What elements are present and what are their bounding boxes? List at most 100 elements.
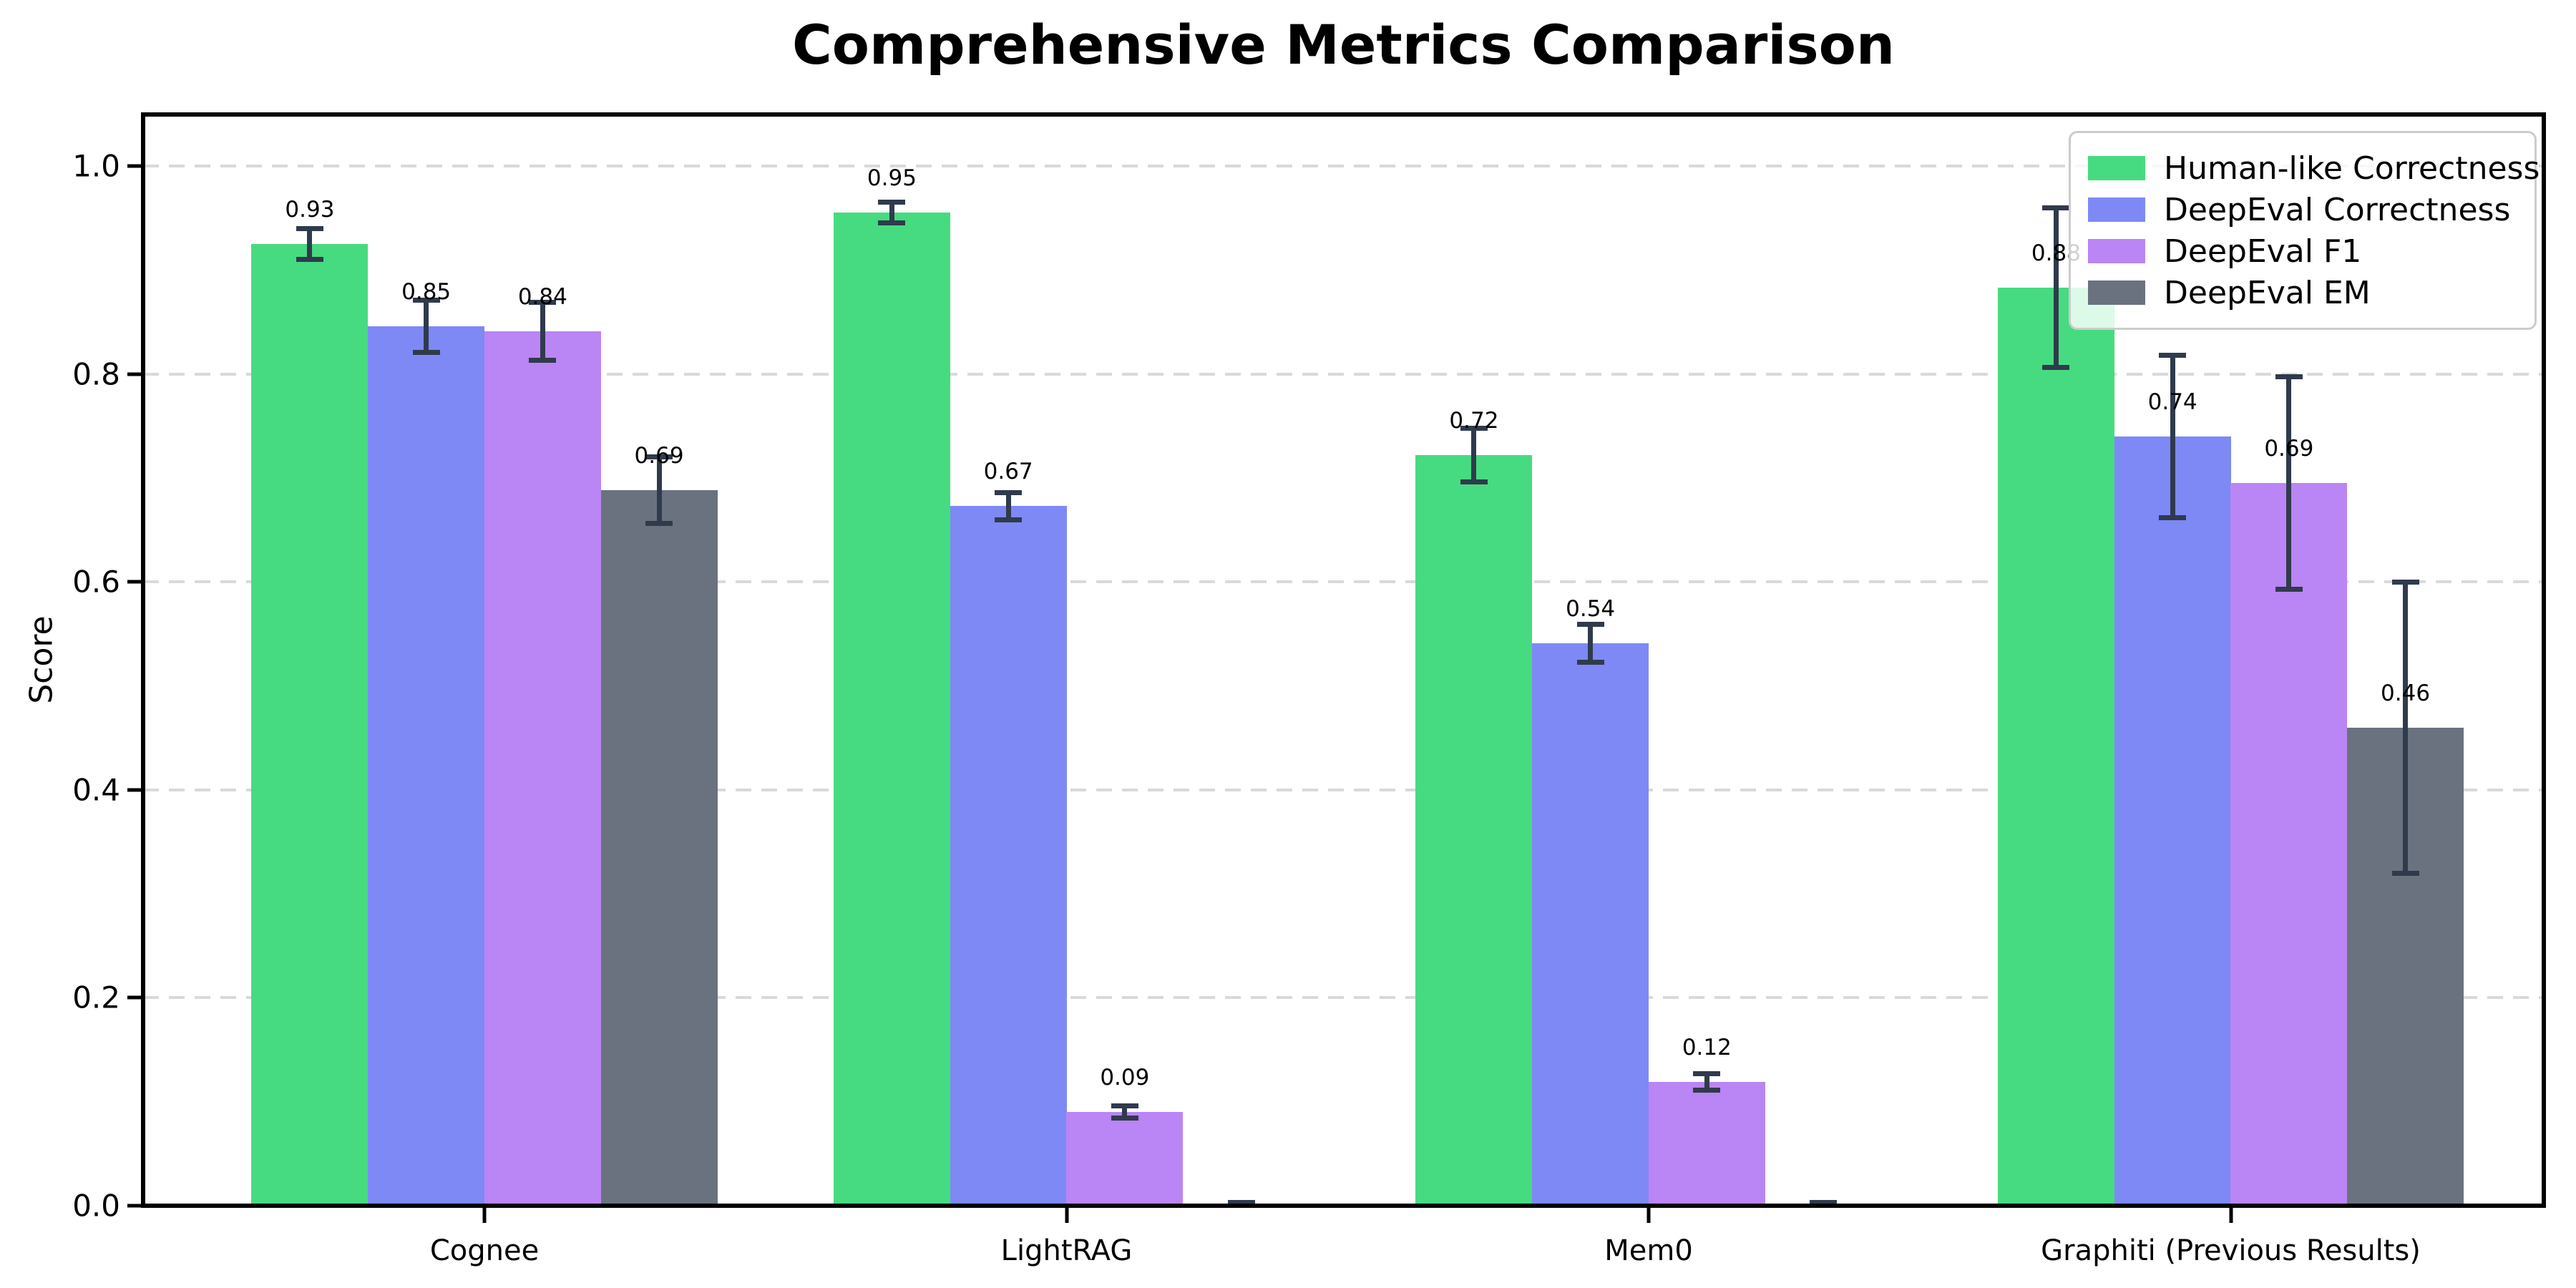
error-bar-cap-bottom bbox=[878, 220, 906, 226]
error-bar-line bbox=[2286, 376, 2292, 590]
bar-deepeval-f1-4 bbox=[2230, 483, 2348, 1206]
error-bar-line bbox=[1471, 428, 1477, 482]
error-bar-line bbox=[2403, 582, 2409, 874]
spine-right bbox=[2542, 112, 2546, 1208]
error-bar-line bbox=[1588, 624, 1594, 663]
legend: Human-like Correctness DeepEval Correctne… bbox=[2069, 131, 2540, 330]
error-bar-cap-bottom bbox=[1460, 479, 1488, 485]
plot-inner: 0.93 0.95 0.72 0.88 0.85 0.67 0.54 0.74 0.84 0.09… bbox=[143, 114, 2544, 1206]
bar-deepeval-correctness-4 bbox=[2114, 436, 2231, 1206]
bar-value-label: 0.09 bbox=[1100, 1065, 1150, 1091]
error-bar-cap-top bbox=[1111, 1103, 1138, 1108]
error-bar-line bbox=[424, 300, 429, 353]
y-tick-label-0.8: 0.8 bbox=[72, 356, 120, 392]
bar-deepeval-correctness-1 bbox=[368, 326, 485, 1206]
error-bar-line bbox=[1704, 1073, 1709, 1091]
bar-value-label: 0.74 bbox=[2147, 389, 2197, 415]
bar-value-label: 0.69 bbox=[634, 443, 684, 469]
error-bar-cap-bottom bbox=[2391, 870, 2419, 876]
x-tick-mark-4 bbox=[2229, 1206, 2233, 1223]
error-bar-cap-top bbox=[878, 200, 906, 205]
x-tick-label-3: Mem0 bbox=[1604, 1234, 1693, 1267]
error-bar-cap-top bbox=[529, 299, 557, 305]
error-bar-cap-top bbox=[995, 489, 1023, 495]
legend-swatch-icon bbox=[2088, 156, 2145, 180]
y-tick-label-0.0: 0.0 bbox=[72, 1188, 120, 1224]
legend-swatch-icon bbox=[2088, 280, 2145, 305]
bar-human-like-correctness-2 bbox=[833, 213, 950, 1206]
legend-swatch-icon bbox=[2088, 239, 2145, 263]
legend-item-label: DeepEval F1 bbox=[2164, 233, 2362, 270]
legend-item-label: Human-like Correctness bbox=[2164, 150, 2540, 187]
legend-item-label: DeepEval Correctness bbox=[2164, 191, 2511, 228]
error-bar-cap-top bbox=[1227, 1200, 1255, 1206]
y-tick-mark-0.2 bbox=[127, 995, 142, 1000]
chart-title: Comprehensive Metrics Comparison bbox=[792, 13, 1895, 77]
error-bar-cap-bottom bbox=[296, 257, 323, 263]
error-bar-cap-top bbox=[1460, 425, 1488, 431]
bar-value-label: 0.12 bbox=[1682, 1035, 1732, 1061]
y-tick-mark-1.0 bbox=[127, 164, 142, 168]
bar-value-label: 0.84 bbox=[517, 284, 567, 311]
y-tick-mark-0.6 bbox=[127, 580, 142, 584]
error-bar-line bbox=[1005, 492, 1011, 519]
error-bar-cap-top bbox=[412, 297, 440, 303]
error-bar-cap-top bbox=[1576, 622, 1604, 628]
error-bar-cap-bottom bbox=[645, 521, 673, 527]
error-bar-line bbox=[540, 302, 545, 361]
error-bar-cap-bottom bbox=[2042, 365, 2070, 371]
error-bar-cap-top bbox=[2391, 579, 2419, 585]
bar-human-like-correctness-4 bbox=[1997, 288, 2114, 1206]
error-bar-cap-top bbox=[2042, 205, 2070, 210]
error-bar-cap-top bbox=[2275, 374, 2303, 380]
error-bar-cap-top bbox=[2159, 352, 2187, 358]
spine-left bbox=[141, 112, 145, 1208]
error-bar-cap-bottom bbox=[1693, 1088, 1721, 1093]
y-tick-label-0.6: 0.6 bbox=[72, 564, 120, 600]
bar-value-label: 0.93 bbox=[285, 196, 335, 223]
error-bar-cap-top bbox=[296, 225, 323, 231]
legend-item-2: DeepEval Correctness bbox=[2088, 189, 2517, 230]
error-bar-cap-bottom bbox=[1576, 659, 1604, 665]
bar-deepeval-f1-1 bbox=[484, 331, 601, 1206]
error-bar-cap-top bbox=[1810, 1200, 1838, 1206]
bar-value-label: 0.54 bbox=[1566, 595, 1616, 622]
gridline-0.8 bbox=[143, 372, 2544, 376]
x-tick-label-2: LightRAG bbox=[1000, 1234, 1133, 1267]
x-tick-label-4: Graphiti (Previous Results) bbox=[2041, 1234, 2421, 1267]
error-bar-line bbox=[656, 457, 662, 524]
bar-value-label: 0.85 bbox=[401, 278, 452, 305]
gridline-0.6 bbox=[143, 580, 2544, 584]
y-tick-mark-0.4 bbox=[127, 788, 142, 792]
y-tick-label-0.2: 0.2 bbox=[72, 980, 120, 1015]
legend-item-label: DeepEval EM bbox=[2164, 274, 2371, 311]
legend-swatch-icon bbox=[2088, 197, 2145, 222]
bar-deepeval-correctness-3 bbox=[1532, 643, 1649, 1206]
x-tick-mark-1 bbox=[482, 1206, 487, 1223]
spine-bottom bbox=[141, 1204, 2546, 1208]
x-tick-label-1: Cognee bbox=[429, 1234, 540, 1267]
y-axis-label: Score bbox=[23, 615, 60, 704]
error-bar-cap-bottom bbox=[412, 349, 440, 355]
error-bar-line bbox=[2053, 208, 2059, 368]
bar-value-label: 0.72 bbox=[1449, 407, 1499, 434]
legend-item-3: DeepEval F1 bbox=[2088, 230, 2517, 272]
error-bar-cap-bottom bbox=[1111, 1116, 1138, 1121]
x-tick-mark-2 bbox=[1065, 1206, 1068, 1223]
bar-deepeval-f1-2 bbox=[1066, 1112, 1184, 1206]
error-bar-cap-bottom bbox=[995, 517, 1023, 522]
y-tick-label-0.4: 0.4 bbox=[72, 772, 120, 808]
error-bar-line bbox=[889, 202, 894, 223]
error-bar-line bbox=[2170, 355, 2175, 518]
legend-item-4: DeepEval EM bbox=[2088, 272, 2517, 313]
x-tick-mark-3 bbox=[1646, 1206, 1651, 1223]
bar-value-label: 0.69 bbox=[2264, 436, 2314, 462]
bar-value-label: 0.67 bbox=[983, 459, 1033, 485]
gridline-0.4 bbox=[143, 788, 2544, 791]
error-bar-cap-bottom bbox=[2159, 514, 2187, 520]
bar-deepeval-correctness-2 bbox=[950, 506, 1067, 1206]
y-tick-label-1.0: 1.0 bbox=[72, 148, 120, 184]
spine-top bbox=[141, 112, 2546, 117]
gridline-1.0 bbox=[143, 165, 2544, 167]
